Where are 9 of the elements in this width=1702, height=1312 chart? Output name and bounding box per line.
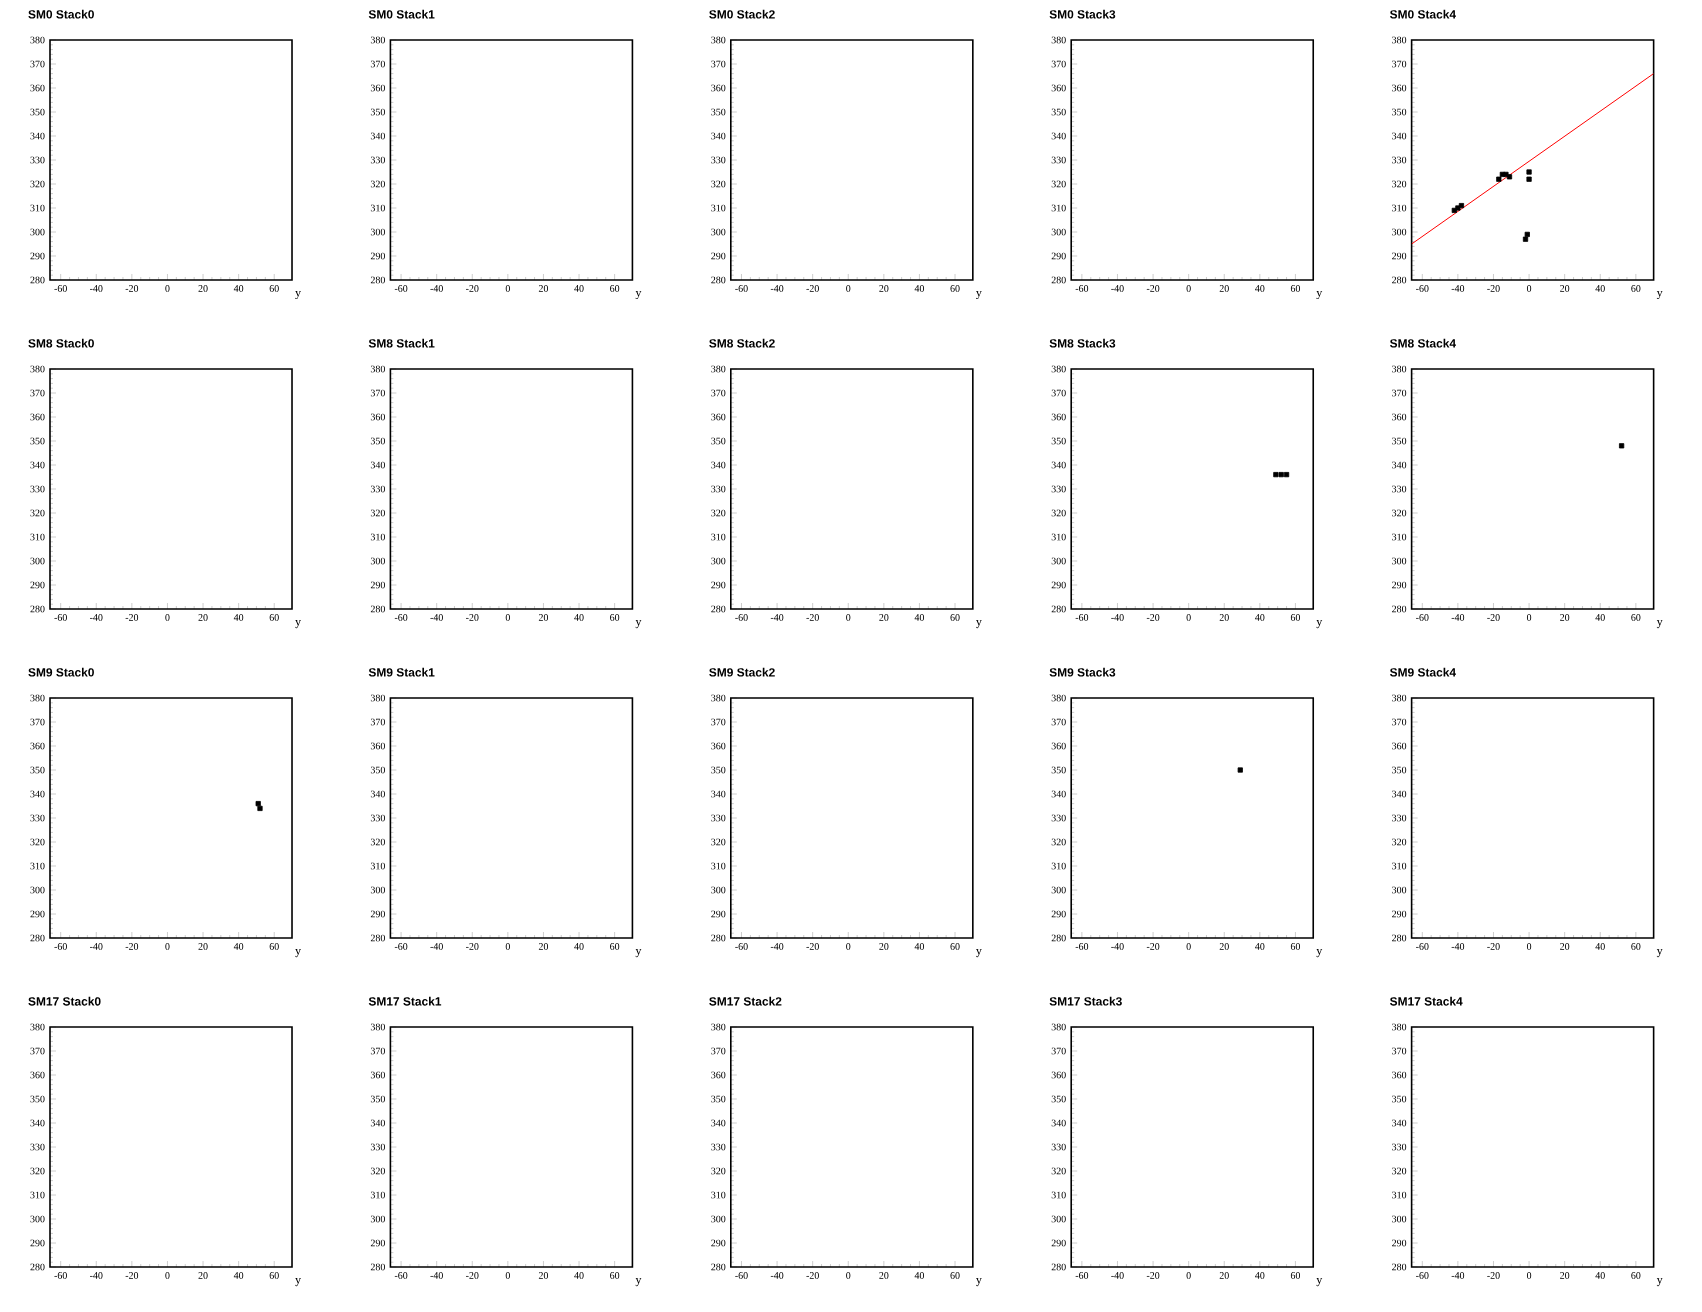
- point: [1526, 169, 1532, 175]
- point: [1455, 205, 1461, 211]
- point: [1506, 174, 1513, 180]
- point: [1522, 236, 1529, 242]
- point: [1451, 207, 1457, 213]
- point: [1496, 176, 1502, 182]
- point: [1458, 203, 1465, 209]
- point: [1524, 231, 1530, 237]
- point: [1526, 176, 1532, 182]
